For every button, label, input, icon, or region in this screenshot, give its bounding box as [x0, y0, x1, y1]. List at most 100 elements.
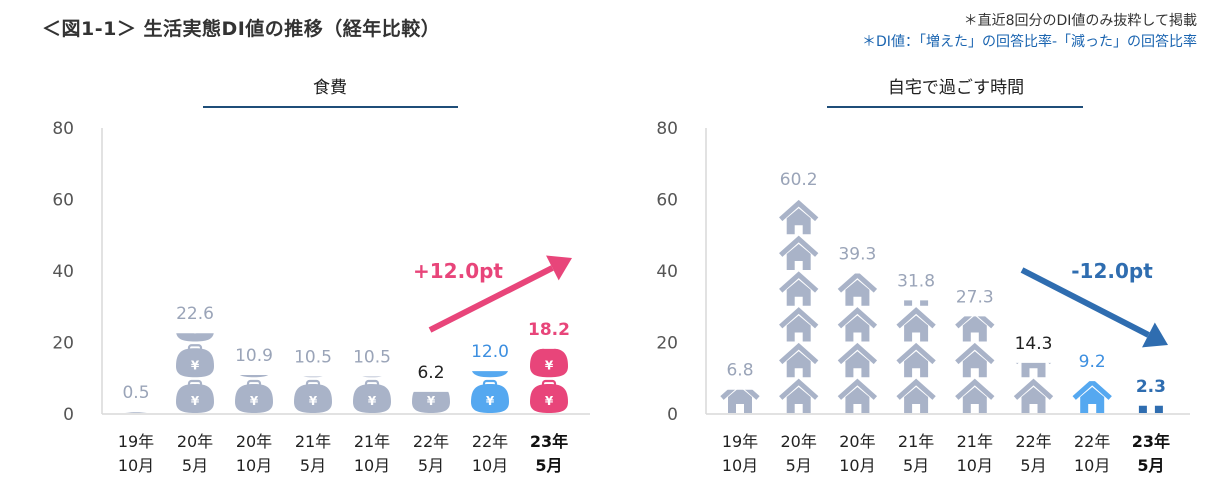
value-label: 10.5	[294, 347, 332, 367]
wallet-icon: ¥	[239, 375, 269, 378]
wallet-icon: ¥	[303, 376, 323, 378]
house-icon	[779, 378, 819, 413]
bar	[720, 389, 760, 413]
x-tick-label: 5月	[786, 456, 812, 475]
svg-text:¥: ¥	[191, 358, 200, 372]
house-icon	[955, 342, 995, 378]
x-tick-label: 21年	[957, 432, 993, 451]
x-tick-label: 22年	[413, 432, 449, 451]
bar	[1013, 362, 1054, 413]
wallet-icon: ¥	[176, 379, 214, 413]
house-icon	[837, 307, 878, 342]
wallet-icon: ¥	[412, 391, 450, 413]
x-tick-label: 10月	[1074, 456, 1110, 475]
page-title: ＜図1-1＞ 生活実態DI値の推移（経年比較）	[42, 18, 441, 40]
bar: ¥	[412, 391, 450, 413]
bar: ¥	[126, 412, 146, 413]
value-label: 9.2	[1079, 352, 1106, 372]
trend-arrow	[1020, 267, 1168, 348]
chart-title: 自宅で過ごす時間	[888, 78, 1024, 98]
x-tick-label: 10月	[957, 456, 993, 475]
x-tick-label: 23年	[530, 432, 568, 451]
y-tick-label: 80	[656, 119, 678, 139]
x-tick-label: 10月	[722, 456, 758, 475]
y-tick-label: 80	[52, 119, 74, 139]
bar	[1138, 405, 1163, 413]
svg-text:¥: ¥	[427, 394, 436, 408]
x-tick-label: 10月	[236, 456, 272, 475]
x-tick-label: 22年	[1074, 432, 1110, 451]
bar: ¥¥	[294, 376, 332, 413]
x-tick-label: 22年	[472, 432, 508, 451]
house-icon	[779, 199, 819, 235]
wallet-icon: ¥	[530, 379, 568, 413]
chart-title: 食費	[313, 78, 347, 98]
x-tick-label: 10月	[839, 456, 875, 475]
wallet-icon: ¥	[472, 371, 508, 378]
house-icon	[896, 307, 936, 342]
house-icon	[955, 316, 995, 342]
x-tick-label: 20年	[839, 432, 875, 451]
house-icon	[1072, 381, 1112, 413]
wallet-icon: ¥	[471, 379, 509, 413]
x-tick-label: 19年	[722, 432, 758, 451]
svg-text:¥: ¥	[486, 394, 495, 408]
value-label: 10.9	[235, 346, 273, 366]
bar	[837, 273, 878, 413]
house-icon	[955, 378, 995, 413]
x-tick-label: 21年	[295, 432, 331, 451]
footnote-selection: ＊直近8回分のDI値のみ抜粋して掲載	[963, 13, 1197, 29]
y-tick-label: 40	[52, 262, 74, 282]
house-icon	[720, 389, 760, 413]
house-icon	[779, 235, 819, 270]
svg-text:¥: ¥	[309, 394, 318, 408]
home-time-chart: 自宅で過ごす時間 0 20 40 60 80 6.8 19年 10月 60.2 20年 5月 39.3 2…	[656, 78, 1190, 475]
value-label: 14.3	[1015, 334, 1053, 354]
trend-label: -12.0pt	[1071, 259, 1153, 283]
value-label: 18.2	[528, 320, 570, 340]
bar	[779, 199, 819, 413]
x-tick-label: 5月	[300, 456, 326, 475]
y-tick-label: 20	[656, 334, 678, 354]
value-label: 39.3	[838, 245, 876, 265]
bar	[1072, 381, 1112, 413]
x-tick-label: 20年	[177, 432, 213, 451]
svg-text:¥: ¥	[191, 394, 200, 408]
house-icon	[837, 273, 878, 306]
house-icon	[896, 378, 936, 413]
svg-text:¥: ¥	[368, 394, 377, 408]
y-tick-label: 0	[667, 405, 678, 425]
x-tick-label: 5月	[903, 456, 929, 475]
x-tick-label: 5月	[535, 456, 562, 475]
bar	[896, 300, 936, 413]
bar	[955, 316, 995, 413]
value-label: 6.2	[417, 363, 444, 383]
wallet-icon: ¥	[362, 376, 382, 378]
value-label: 6.8	[726, 361, 753, 381]
value-label: 31.8	[897, 271, 935, 291]
bar: ¥¥	[235, 375, 273, 413]
x-tick-label: 20年	[781, 432, 817, 451]
value-label: 27.3	[956, 287, 994, 307]
wallet-icon: ¥	[126, 412, 146, 413]
value-label: 12.0	[471, 342, 509, 362]
wallet-icon: ¥	[176, 344, 214, 378]
x-tick-label: 5月	[418, 456, 444, 475]
svg-text:¥: ¥	[191, 323, 200, 337]
x-tick-label: 10月	[118, 456, 154, 475]
bar: ¥¥	[471, 371, 509, 413]
footnote-di-definition: ＊DI値：「増えた」の回答比率-「減った」の回答比率	[862, 34, 1197, 50]
house-icon	[779, 342, 819, 378]
value-label: 0.5	[122, 383, 149, 403]
x-tick-label: 5月	[1020, 456, 1046, 475]
house-icon	[1016, 362, 1051, 378]
bar: ¥¥	[530, 348, 568, 413]
x-tick-label: 5月	[182, 456, 208, 475]
x-tick-label: 22年	[1015, 432, 1051, 451]
value-label: 10.5	[353, 347, 391, 367]
y-tick-label: 0	[63, 405, 74, 425]
svg-text:¥: ¥	[250, 394, 259, 408]
x-tick-label: 21年	[898, 432, 934, 451]
y-tick-label: 40	[656, 262, 678, 282]
